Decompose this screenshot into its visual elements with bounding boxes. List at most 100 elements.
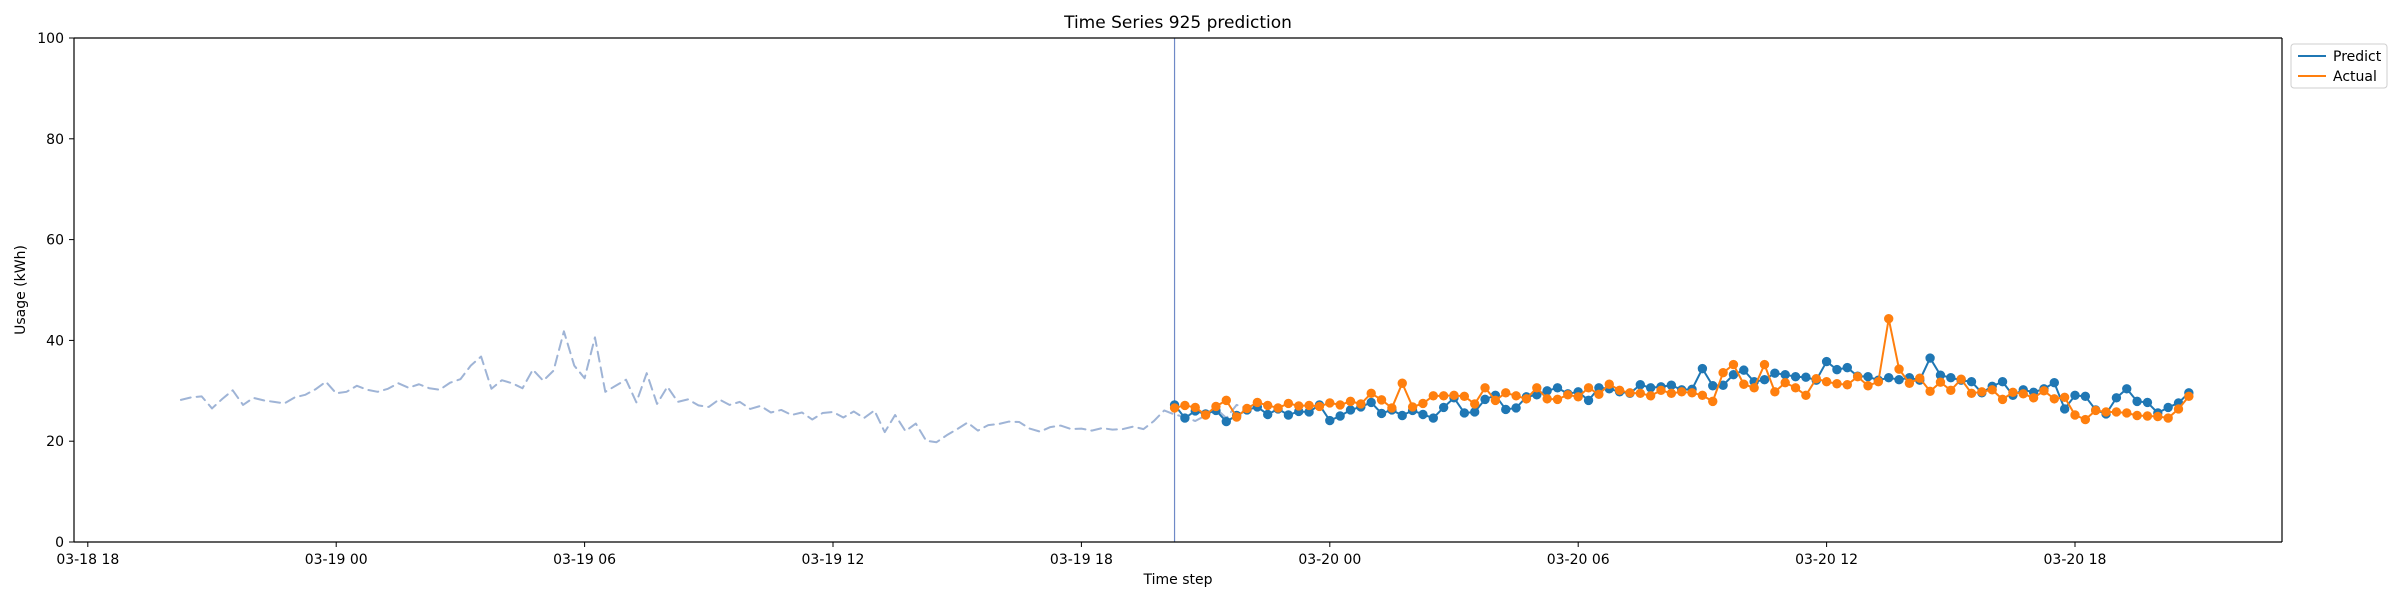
actual-point-75	[1946, 385, 1956, 395]
predict-point-37	[1552, 383, 1563, 393]
actual-point-60	[1790, 383, 1801, 393]
actual-point-34	[1521, 394, 1532, 404]
actual-point-23	[1407, 402, 1418, 412]
x-tick-label-7: 03-20 12	[1795, 552, 1858, 568]
actual-point-63	[1821, 377, 1832, 387]
actual-point-59	[1780, 378, 1790, 388]
actual-point-46	[1645, 391, 1656, 401]
predict-point-73	[1925, 353, 1935, 363]
predict-point-40	[1583, 395, 1594, 406]
actual-point-56	[1749, 383, 1759, 393]
actual-point-66	[1852, 371, 1863, 382]
predict-point-91	[2111, 393, 2122, 403]
x-tick-label-1: 03-19 00	[305, 552, 368, 568]
predict-point-17	[1345, 405, 1356, 415]
predict-point-58	[1770, 368, 1780, 378]
actual-point-31	[1490, 395, 1501, 406]
predict-point-77	[1966, 377, 1977, 387]
predict-point-57	[1759, 375, 1770, 385]
actual-point-30	[1480, 383, 1490, 393]
predict-point-28	[1459, 408, 1470, 418]
actual-point-49	[1677, 387, 1687, 397]
actual-point-22	[1397, 378, 1407, 388]
predict-point-45	[1635, 380, 1646, 390]
predict-point-61	[1801, 372, 1811, 382]
actual-point-38	[1563, 390, 1573, 400]
predict-point-51	[1697, 363, 1708, 374]
actual-point-12	[1294, 401, 1304, 411]
actual-point-65	[1842, 380, 1853, 390]
y-tick-label-1: 20	[46, 434, 64, 450]
predict-point-5	[1221, 416, 1232, 427]
actual-point-26	[1438, 391, 1449, 401]
actual-point-77	[1966, 388, 1977, 399]
actual-point-0	[1169, 403, 1180, 413]
actual-point-96	[2163, 413, 2173, 423]
x-tick-label-3: 03-19 12	[802, 552, 865, 568]
actual-point-8	[1252, 397, 1263, 408]
actual-point-55	[1739, 379, 1749, 389]
actual-point-72	[1915, 373, 1925, 383]
actual-point-73	[1925, 386, 1935, 397]
actual-point-37	[1552, 394, 1563, 405]
actual-point-3	[1200, 410, 1211, 420]
actual-point-7	[1242, 403, 1252, 414]
actual-point-18	[1356, 399, 1366, 409]
predict-point-64	[1832, 364, 1842, 375]
actual-point-87	[2070, 410, 2080, 420]
actual-point-67	[1863, 381, 1873, 391]
actual-point-10	[1273, 403, 1283, 413]
actual-point-92	[2122, 408, 2132, 418]
actual-point-29	[1470, 399, 1480, 409]
actual-point-48	[1666, 388, 1677, 399]
actual-point-69	[1884, 314, 1894, 324]
predict-point-88	[2080, 391, 2091, 402]
actual-point-4	[1211, 401, 1221, 412]
predict-point-65	[1842, 362, 1853, 373]
plot-area	[74, 38, 2282, 542]
actual-point-24	[1418, 398, 1428, 409]
actual-point-80	[1997, 394, 2008, 405]
predict-point-24	[1418, 409, 1428, 420]
actual-point-53	[1718, 367, 1728, 378]
plot-layer: 0 20 40 60 80 100 03-18 18 03-19 00 03-19 06 03-1…	[37, 31, 2283, 568]
actual-point-82	[2018, 389, 2028, 399]
x-tick-label-5: 03-20 00	[1298, 552, 1361, 568]
actual-point-78	[1977, 387, 1987, 397]
predict-point-63	[1821, 356, 1832, 367]
predict-point-69	[1884, 372, 1894, 383]
actual-point-45	[1635, 388, 1646, 399]
predict-point-67	[1863, 371, 1873, 382]
history-series-line	[179, 330, 1248, 444]
actual-point-50	[1687, 388, 1697, 398]
x-tick-label-0: 03-18 18	[56, 552, 119, 568]
actual-point-28	[1459, 391, 1470, 402]
actual-point-42	[1604, 379, 1614, 389]
predict-point-85	[2049, 378, 2060, 388]
predict-point-16	[1335, 411, 1345, 421]
actual-point-54	[1728, 359, 1739, 370]
actual-point-15	[1325, 398, 1335, 408]
predict-point-55	[1739, 365, 1749, 375]
y-tick-label-0: 0	[55, 535, 64, 551]
legend-actual-label: Actual	[2333, 69, 2377, 85]
actual-point-86	[2059, 392, 2070, 403]
y-axis-label: Usage (kWh)	[13, 245, 29, 335]
actual-point-25	[1428, 391, 1439, 401]
actual-point-39	[1573, 392, 1583, 402]
actual-point-83	[2028, 393, 2039, 403]
predict-point-96	[2163, 402, 2173, 413]
actual-point-33	[1511, 391, 1521, 401]
y-tick-label-5: 100	[37, 31, 64, 47]
actual-point-1	[1180, 400, 1190, 411]
predict-point-36	[1542, 386, 1552, 396]
predict-point-25	[1428, 413, 1439, 423]
predict-point-33	[1511, 403, 1521, 413]
actual-point-2	[1190, 402, 1200, 413]
predict-point-29	[1470, 407, 1480, 417]
actual-point-76	[1956, 374, 1966, 384]
actual-point-20	[1376, 395, 1387, 405]
actual-point-52	[1708, 396, 1718, 407]
